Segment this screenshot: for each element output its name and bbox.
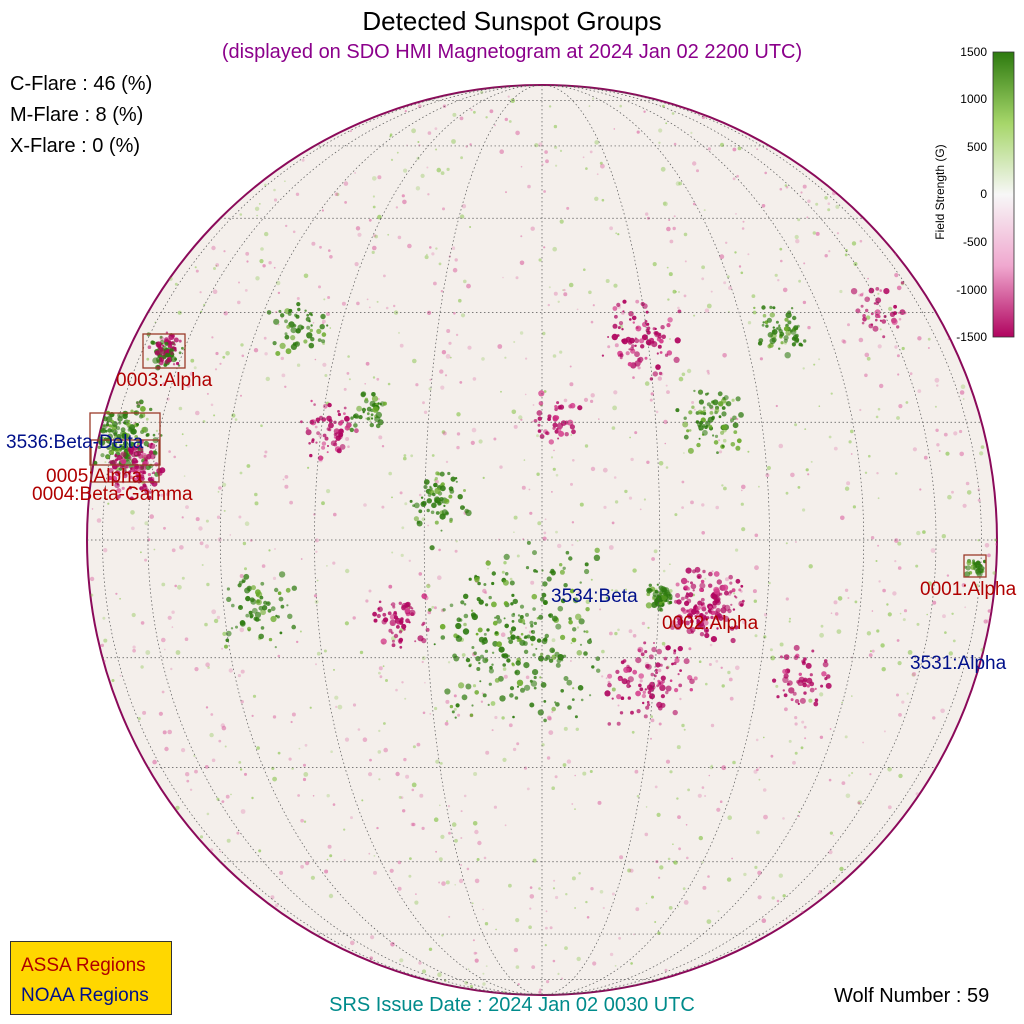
- page-subtitle: (displayed on SDO HMI Magnetogram at 202…: [221, 41, 803, 63]
- longitude-line: [541, 85, 770, 995]
- colorbar-tick: 1000: [960, 92, 987, 106]
- heliographic-grid: [87, 85, 997, 995]
- region-label-0001: 0001:Alpha: [920, 580, 1017, 599]
- srs-issue-date: SRS Issue Date : 2024 Jan 02 0030 UTC: [329, 994, 695, 1016]
- colorbar-tick: 500: [966, 140, 987, 154]
- m-flare-probability: M-Flare : 8 (%): [10, 104, 144, 126]
- longitude-line: [314, 85, 543, 995]
- page-title: Detected Sunspot Groups: [362, 6, 662, 36]
- region-label-0005: 0005:Alpha: [46, 466, 143, 487]
- legend-noaa-regions: NOAA Regions: [21, 985, 149, 1006]
- longitude-line: [147, 85, 543, 995]
- region-box-3536: [89, 412, 161, 466]
- region-box-0003: [142, 333, 186, 369]
- colorbar-tick: 0: [980, 187, 987, 201]
- wolf-number: Wolf Number : 59: [834, 985, 990, 1007]
- region-label-0003: 0003:Alpha: [116, 370, 213, 391]
- colorbar-tick: 1500: [960, 45, 987, 59]
- region-label-3534: 3534:Beta: [551, 586, 638, 607]
- region-label-0004: 0004:Beta-Gamma: [32, 484, 193, 505]
- region-label-0002: 0002:Alpha: [662, 613, 759, 634]
- x-flare-probability: X-Flare : 0 (%): [10, 135, 141, 157]
- colorbar-tick: -1000: [956, 283, 987, 297]
- colorbar-tick: -1500: [956, 330, 987, 344]
- legend: ASSA Regions NOAA Regions: [10, 941, 172, 1015]
- longitude-line: [541, 85, 937, 995]
- colorbar: [992, 51, 1015, 338]
- legend-assa-regions: ASSA Regions: [21, 955, 146, 976]
- magnetic-features: [87, 90, 997, 995]
- region-boxes: [89, 333, 987, 578]
- colorbar-tick: -500: [962, 235, 987, 249]
- longitude-line: [541, 85, 661, 995]
- c-flare-probability: C-Flare : 46 (%): [10, 73, 153, 95]
- region-box-0001: [963, 554, 987, 578]
- region-label-3536: 3536:Beta-Delta: [6, 432, 144, 453]
- region-box-0004: [90, 439, 160, 483]
- region-label-3531: 3531:Alpha: [910, 654, 1007, 673]
- longitude-line: [423, 85, 543, 995]
